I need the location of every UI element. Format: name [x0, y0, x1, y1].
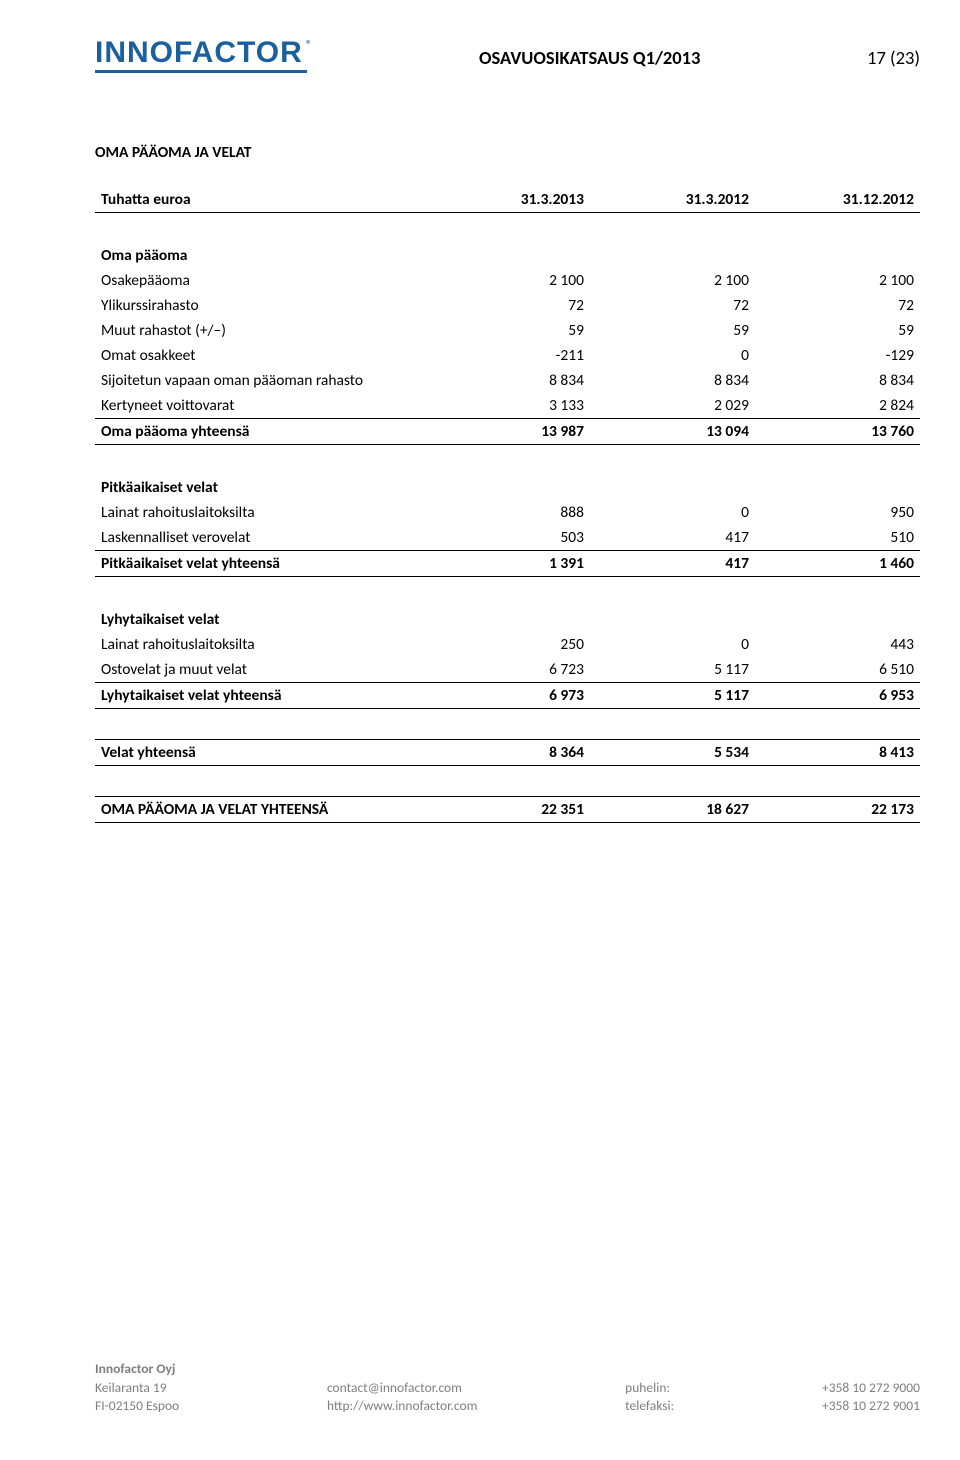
col-header-3: 31.12.2012: [755, 187, 920, 213]
liabilities-total-table: Velat yhteensä8 3645 5348 413: [95, 739, 920, 766]
footer-grid: Keilaranta 19 FI-02150 Espoo contact@inn…: [95, 1379, 920, 1415]
page: INNOFACTOR® OSAVUOSIKATSAUS Q1/2013 17 (…: [0, 0, 960, 1460]
header: INNOFACTOR® OSAVUOSIKATSAUS Q1/2013 17 (…: [95, 38, 920, 73]
short-liabilities-table: Lyhytaikaiset velat Lainat rahoituslaito…: [95, 607, 920, 709]
table-row: Sijoitetun vapaan oman pääoman rahasto8 …: [95, 368, 920, 393]
table-row: Laskennalliset verovelat503417510: [95, 525, 920, 551]
table-row: Lainat rahoituslaitoksilta2500443: [95, 632, 920, 657]
footer-phone-labels: puhelin: telefaksi:: [625, 1379, 674, 1415]
footer-fax-label: telefaksi:: [625, 1397, 674, 1415]
footer-addr2: FI-02150 Espoo: [95, 1397, 179, 1415]
long-liabilities-table: Pitkäaikaiset velat Lainat rahoituslaito…: [95, 475, 920, 577]
short-liab-heading: Lyhytaikaiset velat: [95, 607, 425, 632]
long-liab-heading: Pitkäaikaiset velat: [95, 475, 425, 500]
footer-phone-numbers: +358 10 272 9000 +358 10 272 9001: [822, 1379, 920, 1415]
equity-heading: Oma pääoma: [95, 243, 425, 268]
col-header-1: 31.3.2013: [425, 187, 590, 213]
long-liab-total-row: Pitkäaikaiset velat yhteensä1 3914171 46…: [95, 551, 920, 577]
footer-web: http://www.innofactor.com: [327, 1397, 477, 1415]
equity-total-row: Oma pääoma yhteensä13 98713 09413 760: [95, 419, 920, 445]
column-header-table: Tuhatta euroa 31.3.2013 31.3.2012 31.12.…: [95, 187, 920, 213]
logo: INNOFACTOR®: [95, 38, 312, 73]
equity-table: Oma pääoma Osakepääoma2 1002 1002 100 Yl…: [95, 243, 920, 445]
table-row: Osakepääoma2 1002 1002 100: [95, 268, 920, 293]
section-title: OMA PÄÄOMA JA VELAT: [95, 143, 920, 162]
table-row: Ostovelat ja muut velat6 7235 1176 510: [95, 657, 920, 683]
table-row: Omat osakkeet-2110-129: [95, 343, 920, 368]
col-header-2: 31.3.2012: [590, 187, 755, 213]
table-row: Lainat rahoituslaitoksilta8880950: [95, 500, 920, 525]
grand-total-table: OMA PÄÄOMA JA VELAT YHTEENSÄ22 35118 627…: [95, 796, 920, 823]
footer-addr1: Keilaranta 19: [95, 1379, 179, 1397]
table-row: Ylikurssirahasto727272: [95, 293, 920, 318]
footer: Innofactor Oyj Keilaranta 19 FI-02150 Es…: [95, 1360, 920, 1415]
liabilities-total-row: Velat yhteensä8 3645 5348 413: [95, 740, 920, 766]
footer-company: Innofactor Oyj: [95, 1360, 920, 1377]
short-liab-total-row: Lyhytaikaiset velat yhteensä6 9735 1176 …: [95, 683, 920, 709]
grand-total-row: OMA PÄÄOMA JA VELAT YHTEENSÄ22 35118 627…: [95, 797, 920, 823]
col-header-label: Tuhatta euroa: [95, 187, 425, 213]
footer-tel-label: puhelin:: [625, 1379, 674, 1397]
page-number: 17 (23): [867, 46, 920, 69]
table-row: Muut rahastot (+/–)595959: [95, 318, 920, 343]
document-title: OSAVUOSIKATSAUS Q1/2013: [479, 46, 700, 69]
footer-contact-web: contact@innofactor.com http://www.innofa…: [327, 1379, 477, 1415]
logo-underline: [95, 70, 307, 73]
footer-fax: +358 10 272 9001: [822, 1397, 920, 1415]
logo-text: INNOFACTOR: [95, 36, 303, 69]
footer-tel: +358 10 272 9000: [822, 1379, 920, 1397]
table-row: Kertyneet voittovarat3 1332 0292 824: [95, 393, 920, 419]
logo-registered-icon: ®: [306, 38, 313, 53]
footer-address: Keilaranta 19 FI-02150 Espoo: [95, 1379, 179, 1415]
footer-email: contact@innofactor.com: [327, 1379, 477, 1397]
